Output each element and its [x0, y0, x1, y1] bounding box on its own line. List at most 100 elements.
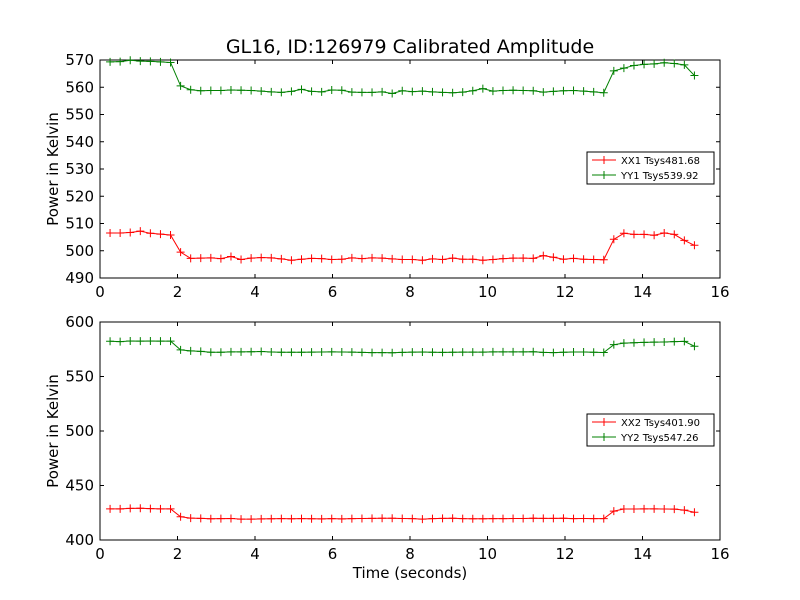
data-point — [216, 86, 225, 95]
x-tick-label: 12 — [555, 283, 574, 301]
data-point — [509, 254, 518, 263]
data-point — [519, 254, 528, 263]
data-point — [509, 514, 518, 523]
data-point — [357, 254, 366, 263]
x-tick-label: 16 — [710, 283, 729, 301]
legend-marker — [600, 156, 608, 164]
data-point — [408, 348, 417, 357]
data-point — [347, 514, 356, 523]
data-point — [106, 337, 115, 346]
data-point — [478, 256, 487, 265]
data-point — [357, 348, 366, 357]
legend: XX2 Tsys401.90 YY2 Tsys547.26 — [586, 413, 715, 447]
data-point — [428, 514, 437, 523]
data-point — [619, 505, 628, 514]
data-point — [176, 81, 185, 90]
legend-marker — [600, 433, 608, 441]
data-point — [287, 348, 296, 357]
data-point — [650, 338, 659, 347]
data-point — [509, 347, 518, 356]
data-point — [519, 514, 528, 523]
data-point — [247, 515, 256, 524]
data-point — [448, 254, 457, 263]
data-point — [398, 514, 407, 523]
x-tick-label: 0 — [95, 545, 105, 563]
x-tick-label: 16 — [710, 545, 729, 563]
data-point — [368, 514, 377, 523]
x-tick-label: 12 — [555, 545, 574, 563]
data-point — [277, 514, 286, 523]
data-point — [468, 86, 477, 95]
data-point — [126, 336, 135, 345]
data-point — [650, 59, 659, 68]
data-point — [478, 514, 487, 523]
data-point — [327, 85, 336, 94]
y-tick-label: 520 — [65, 187, 94, 205]
data-point — [478, 348, 487, 357]
data-point — [357, 88, 366, 97]
data-point — [196, 347, 205, 356]
data-point — [438, 514, 447, 523]
data-point — [509, 86, 518, 95]
data-point — [267, 347, 276, 356]
data-point — [307, 254, 316, 263]
data-point — [488, 87, 497, 96]
data-point — [559, 86, 568, 95]
data-point — [226, 514, 235, 523]
data-point — [166, 504, 175, 513]
series-xx — [106, 227, 699, 265]
data-point — [237, 255, 246, 264]
data-point — [126, 56, 135, 65]
data-point — [267, 514, 276, 523]
data-point — [347, 253, 356, 262]
data-point — [237, 515, 246, 524]
data-point — [589, 87, 598, 96]
data-point — [599, 255, 608, 264]
data-point — [287, 514, 296, 523]
data-point — [488, 514, 497, 523]
data-point — [297, 85, 306, 94]
data-point — [156, 337, 165, 346]
chart-title: GL16, ID:126979 Calibrated Amplitude — [226, 36, 594, 58]
data-point — [136, 227, 145, 236]
data-point — [549, 87, 558, 96]
x-axis-label: Time (seconds) — [352, 564, 468, 582]
data-point — [499, 347, 507, 356]
data-point — [206, 253, 215, 262]
data-point — [146, 57, 155, 66]
data-point — [569, 86, 578, 95]
data-point — [307, 514, 316, 523]
data-point — [398, 86, 407, 95]
y-tick-label: 500 — [65, 242, 94, 260]
data-point — [257, 347, 266, 356]
data-point — [116, 229, 125, 238]
data-point — [488, 347, 497, 356]
data-point — [388, 254, 397, 263]
data-point — [146, 229, 155, 238]
data-point — [247, 347, 256, 356]
x-tick-label: 6 — [328, 283, 338, 301]
y-tick-label: 490 — [65, 269, 94, 287]
data-point — [629, 338, 638, 347]
data-point — [136, 337, 145, 346]
data-point — [126, 228, 135, 237]
data-point — [690, 508, 699, 517]
chart-panel-1: 0 2 4 6 8 10 12 14 16 490 500 510 520 530 540 550 560 570… — [44, 51, 730, 301]
legend-box — [586, 413, 715, 447]
data-point — [337, 514, 346, 523]
legend-marker — [600, 418, 608, 426]
data-point — [297, 348, 306, 357]
data-point — [458, 88, 467, 97]
data-point — [650, 231, 659, 240]
data-point — [307, 87, 316, 96]
data-point — [619, 229, 628, 238]
x-tick-label: 10 — [478, 283, 497, 301]
data-point — [156, 57, 165, 66]
chart-panel-2: 0 2 4 6 8 10 12 14 16 400 450 500 550 600 Power in Kel… — [44, 313, 730, 563]
data-point — [287, 87, 296, 96]
data-point — [478, 84, 487, 93]
data-point — [660, 505, 669, 514]
series-yy — [106, 336, 699, 357]
data-point — [116, 504, 125, 513]
data-point — [428, 87, 437, 96]
